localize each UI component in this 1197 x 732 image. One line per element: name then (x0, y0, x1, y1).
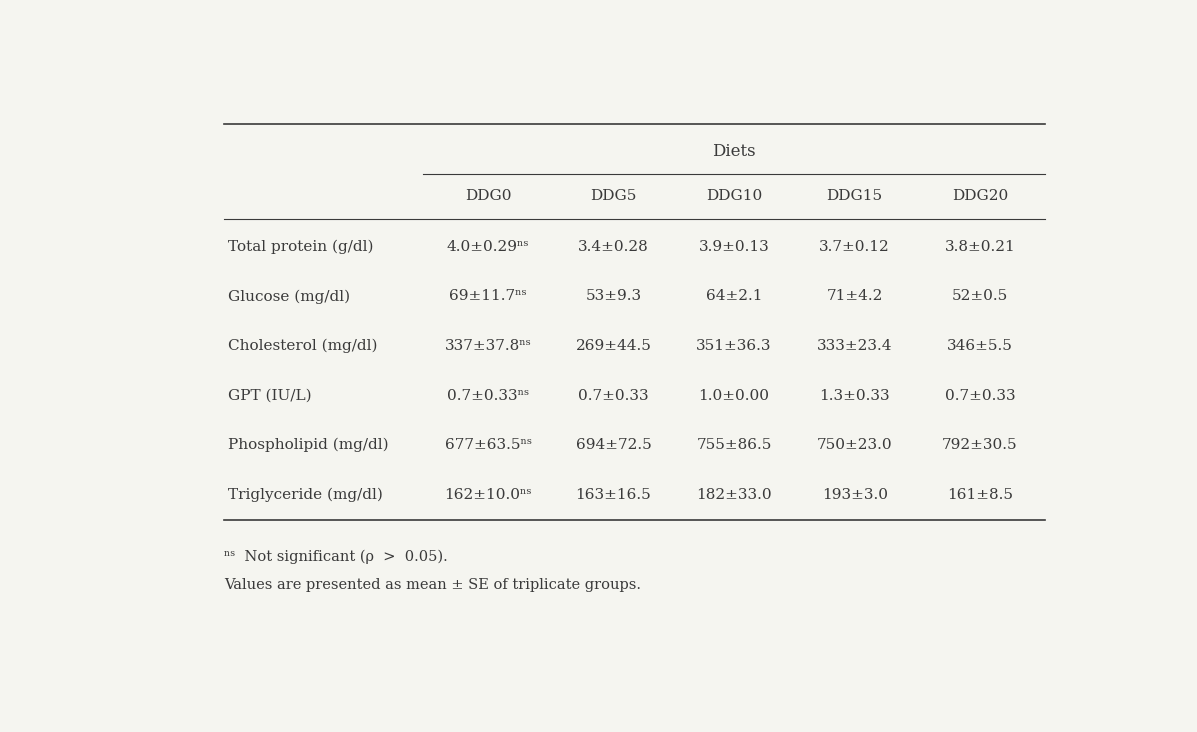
Text: Phospholipid (mg/dl): Phospholipid (mg/dl) (229, 438, 389, 452)
Text: 0.7±0.33ⁿˢ: 0.7±0.33ⁿˢ (448, 389, 529, 403)
Text: 755±86.5: 755±86.5 (697, 438, 772, 452)
Text: 1.0±0.00: 1.0±0.00 (699, 389, 770, 403)
Text: 4.0±0.29ⁿˢ: 4.0±0.29ⁿˢ (446, 240, 529, 254)
Text: DDG15: DDG15 (827, 189, 882, 203)
Text: DDG5: DDG5 (590, 189, 637, 203)
Text: DDG20: DDG20 (952, 189, 1008, 203)
Text: 792±30.5: 792±30.5 (942, 438, 1017, 452)
Text: Values are presented as mean ± SE of triplicate groups.: Values are presented as mean ± SE of tri… (224, 578, 640, 592)
Text: Diets: Diets (712, 143, 755, 160)
Text: 71±4.2: 71±4.2 (826, 289, 883, 303)
Text: 0.7±0.33: 0.7±0.33 (944, 389, 1015, 403)
Text: 346±5.5: 346±5.5 (947, 339, 1013, 353)
Text: 3.8±0.21: 3.8±0.21 (944, 240, 1015, 254)
Text: 694±72.5: 694±72.5 (576, 438, 651, 452)
Text: GPT (IU/L): GPT (IU/L) (229, 389, 312, 403)
Text: 3.4±0.28: 3.4±0.28 (578, 240, 649, 254)
Text: DDG0: DDG0 (464, 189, 511, 203)
Text: Triglyceride (mg/dl): Triglyceride (mg/dl) (229, 488, 383, 502)
Text: 162±10.0ⁿˢ: 162±10.0ⁿˢ (444, 488, 531, 502)
Text: 1.3±0.33: 1.3±0.33 (819, 389, 891, 403)
Text: 750±23.0: 750±23.0 (816, 438, 893, 452)
Text: 0.7±0.33: 0.7±0.33 (578, 389, 649, 403)
Text: 3.9±0.13: 3.9±0.13 (699, 240, 770, 254)
Text: Glucose (mg/dl): Glucose (mg/dl) (229, 289, 351, 304)
Text: Total protein (g/dl): Total protein (g/dl) (229, 239, 373, 254)
Text: 337±37.8ⁿˢ: 337±37.8ⁿˢ (445, 339, 531, 353)
Text: Cholesterol (mg/dl): Cholesterol (mg/dl) (229, 339, 378, 353)
Text: 182±33.0: 182±33.0 (697, 488, 772, 502)
Text: 269±44.5: 269±44.5 (576, 339, 651, 353)
Text: 677±63.5ⁿˢ: 677±63.5ⁿˢ (444, 438, 531, 452)
Text: 52±0.5: 52±0.5 (952, 289, 1008, 303)
Text: 163±16.5: 163±16.5 (576, 488, 651, 502)
Text: 161±8.5: 161±8.5 (947, 488, 1013, 502)
Text: 193±3.0: 193±3.0 (821, 488, 888, 502)
Text: 64±2.1: 64±2.1 (706, 289, 762, 303)
Text: DDG10: DDG10 (706, 189, 762, 203)
Text: ⁿˢ  Not significant (ρ  >  0.05).: ⁿˢ Not significant (ρ > 0.05). (224, 550, 448, 564)
Text: 69±11.7ⁿˢ: 69±11.7ⁿˢ (449, 289, 527, 303)
Text: 3.7±0.12: 3.7±0.12 (819, 240, 891, 254)
Text: 351±36.3: 351±36.3 (697, 339, 772, 353)
Text: 333±23.4: 333±23.4 (816, 339, 893, 353)
Text: 53±9.3: 53±9.3 (585, 289, 642, 303)
